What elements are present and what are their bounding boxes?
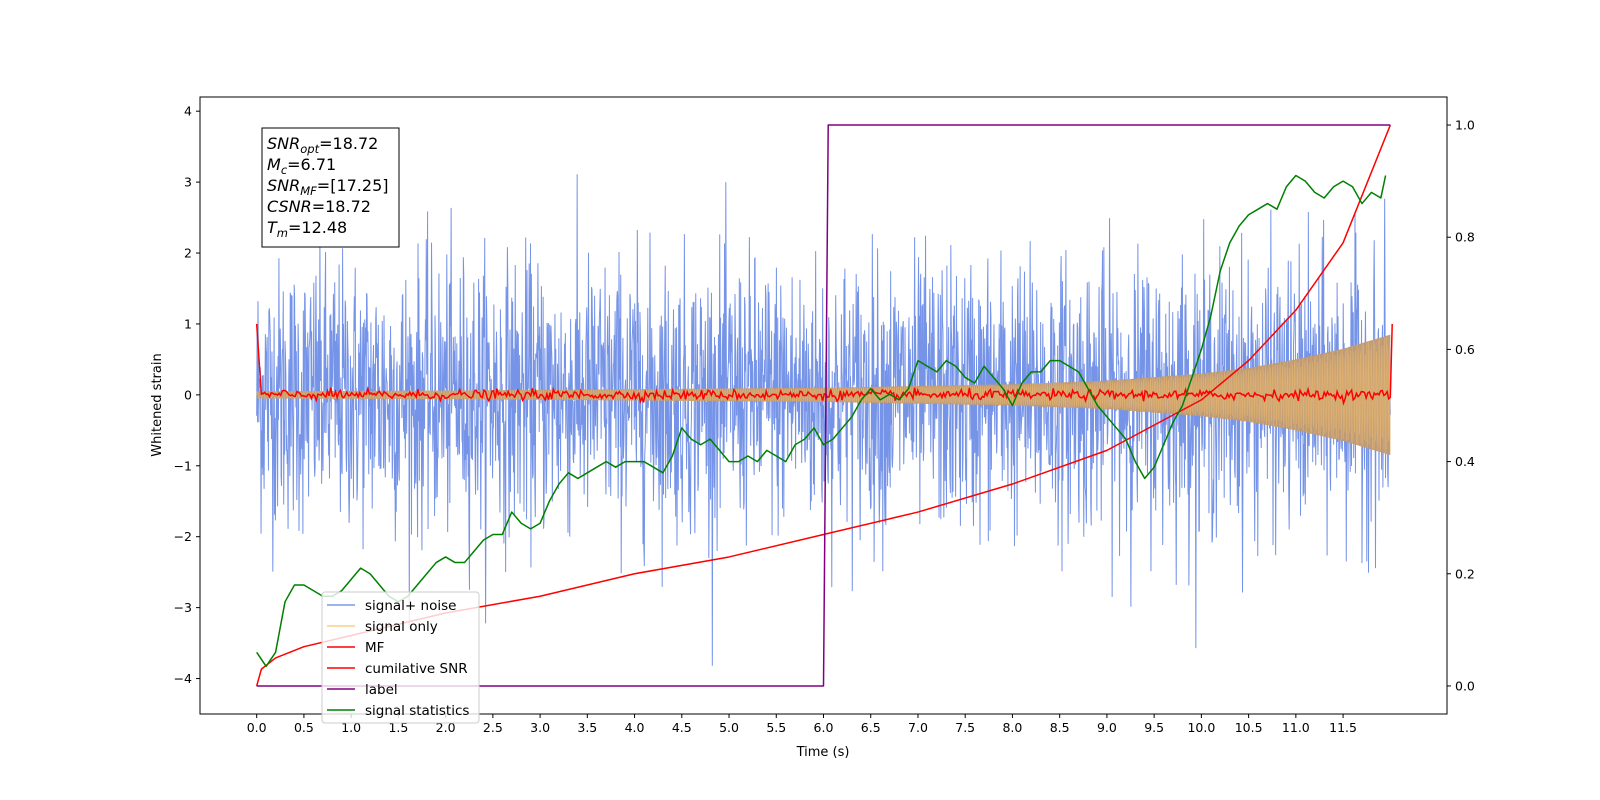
x-tick-label: 0.0 xyxy=(247,720,267,735)
x-tick-label: 4.5 xyxy=(672,720,692,735)
x-tick-label: 5.0 xyxy=(719,720,739,735)
y-tick-label-left: 3 xyxy=(184,175,192,190)
annotation-line: Mc=6.71 xyxy=(267,155,336,177)
x-tick-label: 7.0 xyxy=(908,720,928,735)
y-tick-label-left: −1 xyxy=(174,458,192,473)
y-tick-label-left: −3 xyxy=(174,600,192,615)
x-tick-label: 7.5 xyxy=(955,720,975,735)
y-tick-label-left: 2 xyxy=(184,246,192,261)
legend-entry: signal only xyxy=(365,619,438,635)
x-tick-label: 5.5 xyxy=(766,720,786,735)
series-signal-noise xyxy=(256,174,1391,666)
y-tick-label-right: 0.4 xyxy=(1455,454,1475,469)
legend-entry: signal+ noise xyxy=(365,598,456,614)
series-signal-statistics xyxy=(256,174,1387,668)
y-tick-label-right: 0.2 xyxy=(1455,566,1475,581)
legend-entry: MF xyxy=(365,640,384,656)
series-mf xyxy=(255,323,1393,406)
legend-entry: signal statistics xyxy=(365,703,469,719)
y-tick-label-right: 1.0 xyxy=(1455,118,1475,133)
x-tick-label: 9.5 xyxy=(1144,720,1164,735)
y-tick-label-right: 0.0 xyxy=(1455,678,1475,693)
y-axis-title-left: Whitened strain xyxy=(150,353,165,456)
x-tick-label: 6.0 xyxy=(814,720,834,735)
x-tick-label: 2.0 xyxy=(436,720,456,735)
y-tick-label-left: −4 xyxy=(174,671,192,686)
x-tick-label: 10.5 xyxy=(1235,720,1263,735)
x-tick-label: 10.0 xyxy=(1187,720,1215,735)
y-tick-label-right: 0.6 xyxy=(1455,342,1475,357)
legend-frame xyxy=(321,591,480,724)
x-tick-label: 8.0 xyxy=(1002,720,1022,735)
x-tick-label: 1.5 xyxy=(388,720,408,735)
x-axis: 0.0 0.5 1.0 1.5 2.0 2.5 3.0 3.5 4.0 4.5 5.0 5.5 6.0 6… xyxy=(247,714,1357,735)
annotation-frame xyxy=(261,127,400,248)
x-tick-label: 11.0 xyxy=(1282,720,1310,735)
x-tick-label: 3.5 xyxy=(577,720,597,735)
y-axis-right: 1.0 0.8 0.6 0.4 0.2 0.0 xyxy=(1447,118,1475,693)
x-tick-label: 4.0 xyxy=(625,720,645,735)
x-tick-label: 3.0 xyxy=(530,720,550,735)
series-cumulative-snr xyxy=(255,124,1392,687)
series-layer xyxy=(255,124,1393,687)
y-tick-label-right: 0.8 xyxy=(1455,230,1475,245)
series-label xyxy=(256,124,1391,687)
legend-entry: label xyxy=(365,682,398,698)
y-tick-label-left: −2 xyxy=(174,529,192,544)
legend-entry: cumilative SNR xyxy=(365,661,468,677)
x-tick-label: 6.5 xyxy=(861,720,881,735)
y-axis-left: 4 3 2 1 0 −1 −2 −3 −4 xyxy=(174,104,200,686)
annotation-line: SNRMF=[17.25] xyxy=(267,176,389,198)
x-tick-label: 8.5 xyxy=(1050,720,1070,735)
x-tick-label: 11.5 xyxy=(1329,720,1357,735)
annotation-line: SNRopt=18.72 xyxy=(267,134,378,156)
x-tick-label: 0.5 xyxy=(294,720,314,735)
annotation-box: SNRopt=18.72Mc=6.71SNRMF=[17.25]CSNR=18.… xyxy=(261,127,400,248)
y-tick-label-left: 4 xyxy=(184,104,192,119)
x-tick-label: 2.5 xyxy=(483,720,503,735)
legend: signal+ noise signal only MF cumilative SNR… xyxy=(321,591,480,724)
y-tick-label-left: 0 xyxy=(184,387,192,402)
x-tick-label: 1.0 xyxy=(341,720,361,735)
y-tick-label-left: 1 xyxy=(184,316,192,331)
annotation-line: Tm=12.48 xyxy=(267,218,347,240)
x-axis-title: Time (s) xyxy=(796,745,850,760)
annotation-line: CSNR=18.72 xyxy=(267,197,371,216)
x-tick-label: 9.0 xyxy=(1097,720,1117,735)
